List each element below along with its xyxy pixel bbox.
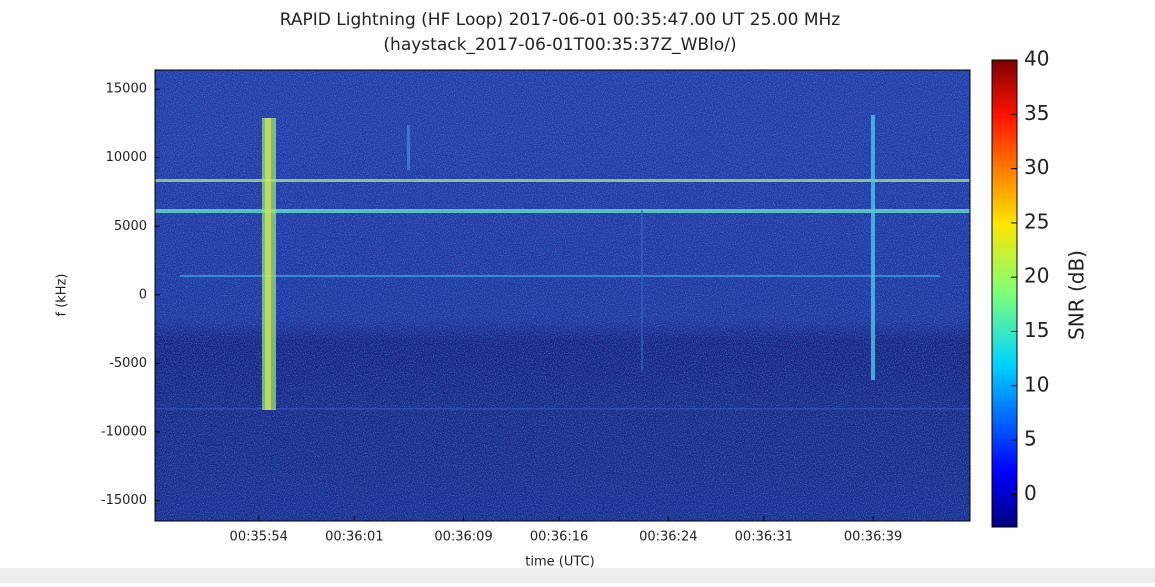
colorbar-tick-label: 25 (1024, 209, 1049, 233)
x-tick-label: 00:36:31 (735, 530, 793, 545)
bottom-strip (0, 568, 1155, 583)
signal-line (180, 275, 940, 277)
lightning-streak (407, 125, 410, 170)
y-tick-label: -10000 (101, 424, 147, 439)
signal-line (155, 179, 970, 182)
y-tick-label: 10000 (106, 150, 147, 165)
colorbar-tick-label: 15 (1024, 318, 1049, 342)
lightning-streak (871, 115, 875, 380)
y-tick-label: 0 (139, 287, 147, 302)
colorbar-tick-label: 10 (1024, 372, 1049, 396)
x-axis-label: time (UTC) (525, 555, 594, 570)
signal-line (155, 408, 970, 410)
colorbar-tick-label: 30 (1024, 155, 1049, 179)
lightning-streak (641, 210, 643, 370)
y-tick-label: -5000 (109, 356, 147, 371)
colorbar-tick-label: 5 (1024, 427, 1037, 451)
colorbar-tick-label: 0 (1024, 481, 1037, 505)
lightning-streak (265, 118, 271, 410)
chart-title: RAPID Lightning (HF Loop) 2017-06-01 00:… (280, 10, 841, 30)
y-axis-label: f (kHz) (55, 274, 70, 317)
noise (155, 70, 970, 521)
y-tick-label: -15000 (101, 493, 147, 508)
x-tick-label: 00:36:01 (325, 530, 383, 545)
colorbar-tick-label: 20 (1024, 264, 1049, 288)
page: RAPID Lightning (HF Loop) 2017-06-01 00:… (0, 0, 1155, 583)
chart-subtitle: (haystack_2017-06-01T00:35:37Z_WBlo/) (383, 35, 736, 55)
spectrogram (155, 70, 970, 521)
chart: RAPID Lightning (HF Loop) 2017-06-01 00:… (0, 0, 1155, 583)
x-tick-label: 00:36:39 (844, 530, 902, 545)
y-tick-label: 15000 (106, 82, 147, 97)
colorbar (992, 60, 1017, 527)
x-tick-label: 00:36:16 (530, 530, 588, 545)
x-tick-label: 00:36:24 (639, 530, 697, 545)
signal-line (155, 209, 970, 213)
colorbar-tick-label: 40 (1024, 47, 1049, 71)
x-tick-label: 00:35:54 (230, 530, 288, 545)
x-tick-label: 00:36:09 (434, 530, 492, 545)
colorbar-label: SNR (dB) (1065, 250, 1089, 340)
y-tick-label: 5000 (114, 219, 147, 234)
colorbar-tick-label: 35 (1024, 101, 1049, 125)
